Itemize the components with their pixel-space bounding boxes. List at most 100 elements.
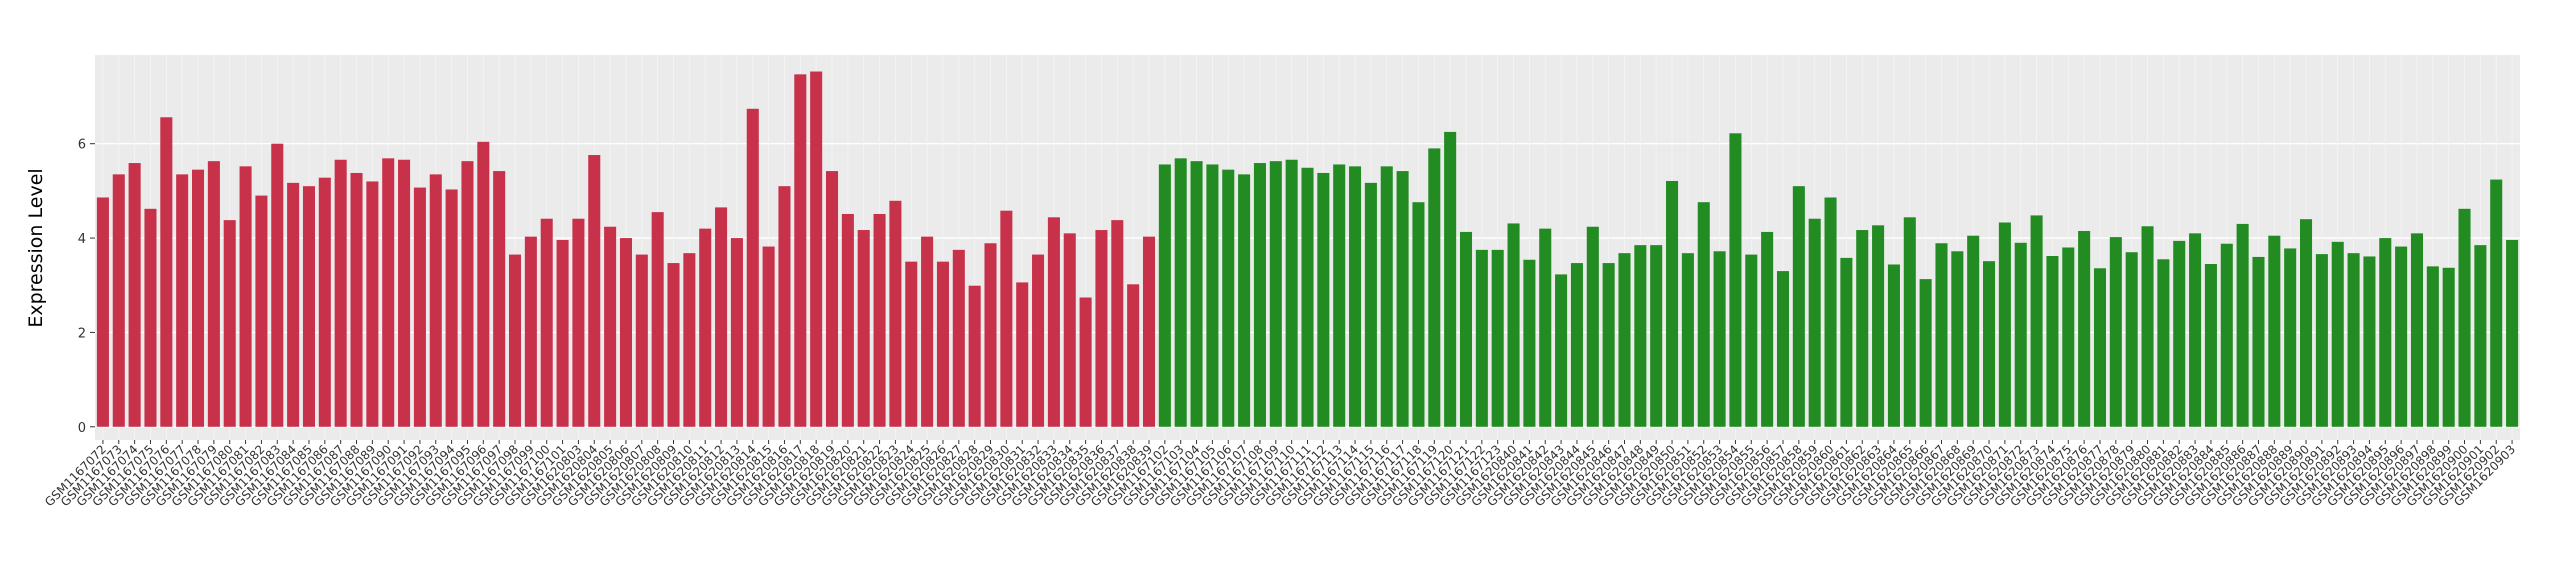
- bar: [1190, 161, 1203, 427]
- bar: [493, 171, 506, 427]
- bar: [1047, 217, 1060, 427]
- bar: [1238, 174, 1251, 427]
- bar: [1681, 253, 1694, 427]
- y-tick-label: 6: [78, 138, 86, 153]
- bar: [429, 174, 442, 427]
- bar: [2204, 264, 2217, 427]
- bar: [334, 159, 347, 427]
- bar: [398, 159, 411, 427]
- bar: [2062, 247, 2075, 427]
- bar: [794, 74, 807, 427]
- bar: [1840, 257, 1853, 427]
- bar: [1776, 271, 1790, 427]
- bar: [1444, 131, 1457, 427]
- y-axis-label: Expression Level: [25, 168, 47, 327]
- bar: [1650, 245, 1663, 427]
- bar: [1333, 164, 1346, 427]
- bar: [2141, 226, 2154, 427]
- bar: [2315, 254, 2328, 427]
- bar: [287, 182, 300, 427]
- bar: [112, 174, 125, 427]
- bar: [1856, 230, 1869, 427]
- bar: [1253, 163, 1266, 427]
- bar: [1079, 297, 1092, 427]
- bar: [144, 208, 157, 427]
- bar: [2347, 253, 2360, 427]
- bar: [1396, 171, 1409, 427]
- bar: [746, 108, 759, 427]
- bar: [1364, 182, 1377, 427]
- bar: [588, 155, 601, 427]
- bar: [1459, 231, 1473, 427]
- bar: [1317, 172, 1330, 427]
- bar: [1285, 159, 1298, 427]
- bar: [1919, 279, 1932, 427]
- bar: [2395, 246, 2408, 427]
- bar: [572, 218, 585, 427]
- bar: [1618, 253, 1631, 427]
- y-tick-label: 4: [78, 232, 86, 247]
- bar: [445, 189, 458, 427]
- bar: [952, 249, 965, 427]
- bar: [2157, 259, 2170, 427]
- bar: [2410, 233, 2423, 427]
- bar: [508, 254, 522, 427]
- bar: [1555, 274, 1568, 427]
- bar: [1412, 202, 1425, 427]
- bar: [1713, 251, 1726, 427]
- bar: [651, 212, 664, 427]
- bar: [1491, 249, 1504, 427]
- bar: [1761, 231, 1774, 427]
- bar: [1507, 223, 1520, 427]
- bar: [2426, 266, 2439, 427]
- bar: [1586, 226, 1599, 427]
- bar: [1539, 228, 1552, 427]
- bar: [810, 71, 823, 427]
- bar: [1142, 236, 1156, 427]
- bar: [2331, 241, 2344, 427]
- bar: [2125, 252, 2138, 427]
- bar: [2236, 223, 2249, 427]
- bar: [1301, 167, 1314, 427]
- bar: [699, 228, 712, 427]
- bar: [1729, 133, 1742, 427]
- bar: [461, 161, 474, 427]
- bar: [176, 174, 189, 427]
- bar: [762, 246, 775, 427]
- bar: [889, 200, 902, 427]
- bar: [1016, 282, 1029, 427]
- bar: [1792, 186, 1805, 427]
- bar: [318, 177, 331, 427]
- bar: [841, 214, 854, 427]
- bar: [1872, 225, 1885, 427]
- bar: [921, 236, 934, 427]
- bar: [223, 220, 236, 427]
- bar: [1111, 220, 1124, 427]
- bar: [2189, 233, 2202, 427]
- bar: [1127, 284, 1140, 427]
- bar: [271, 143, 284, 427]
- bar: [667, 263, 680, 427]
- bar: [1158, 164, 1171, 427]
- bar: [905, 261, 918, 427]
- bar: [2442, 267, 2455, 427]
- bar: [1935, 243, 1948, 427]
- bar: [730, 238, 743, 427]
- bar: [1475, 249, 1488, 427]
- bar: [2284, 248, 2297, 427]
- bar: [1983, 261, 1996, 427]
- bar: [1206, 164, 1219, 427]
- bar: [1824, 197, 1837, 427]
- bar: [873, 214, 886, 427]
- bar: [1887, 264, 1900, 427]
- bar: [936, 261, 949, 427]
- bar: [2379, 238, 2392, 427]
- bar: [2078, 230, 2091, 427]
- bar: [2300, 219, 2313, 427]
- bar: [1570, 263, 1583, 427]
- bar: [1428, 148, 1441, 427]
- bar: [524, 236, 537, 427]
- bar: [857, 230, 870, 427]
- bar: [1380, 166, 1393, 427]
